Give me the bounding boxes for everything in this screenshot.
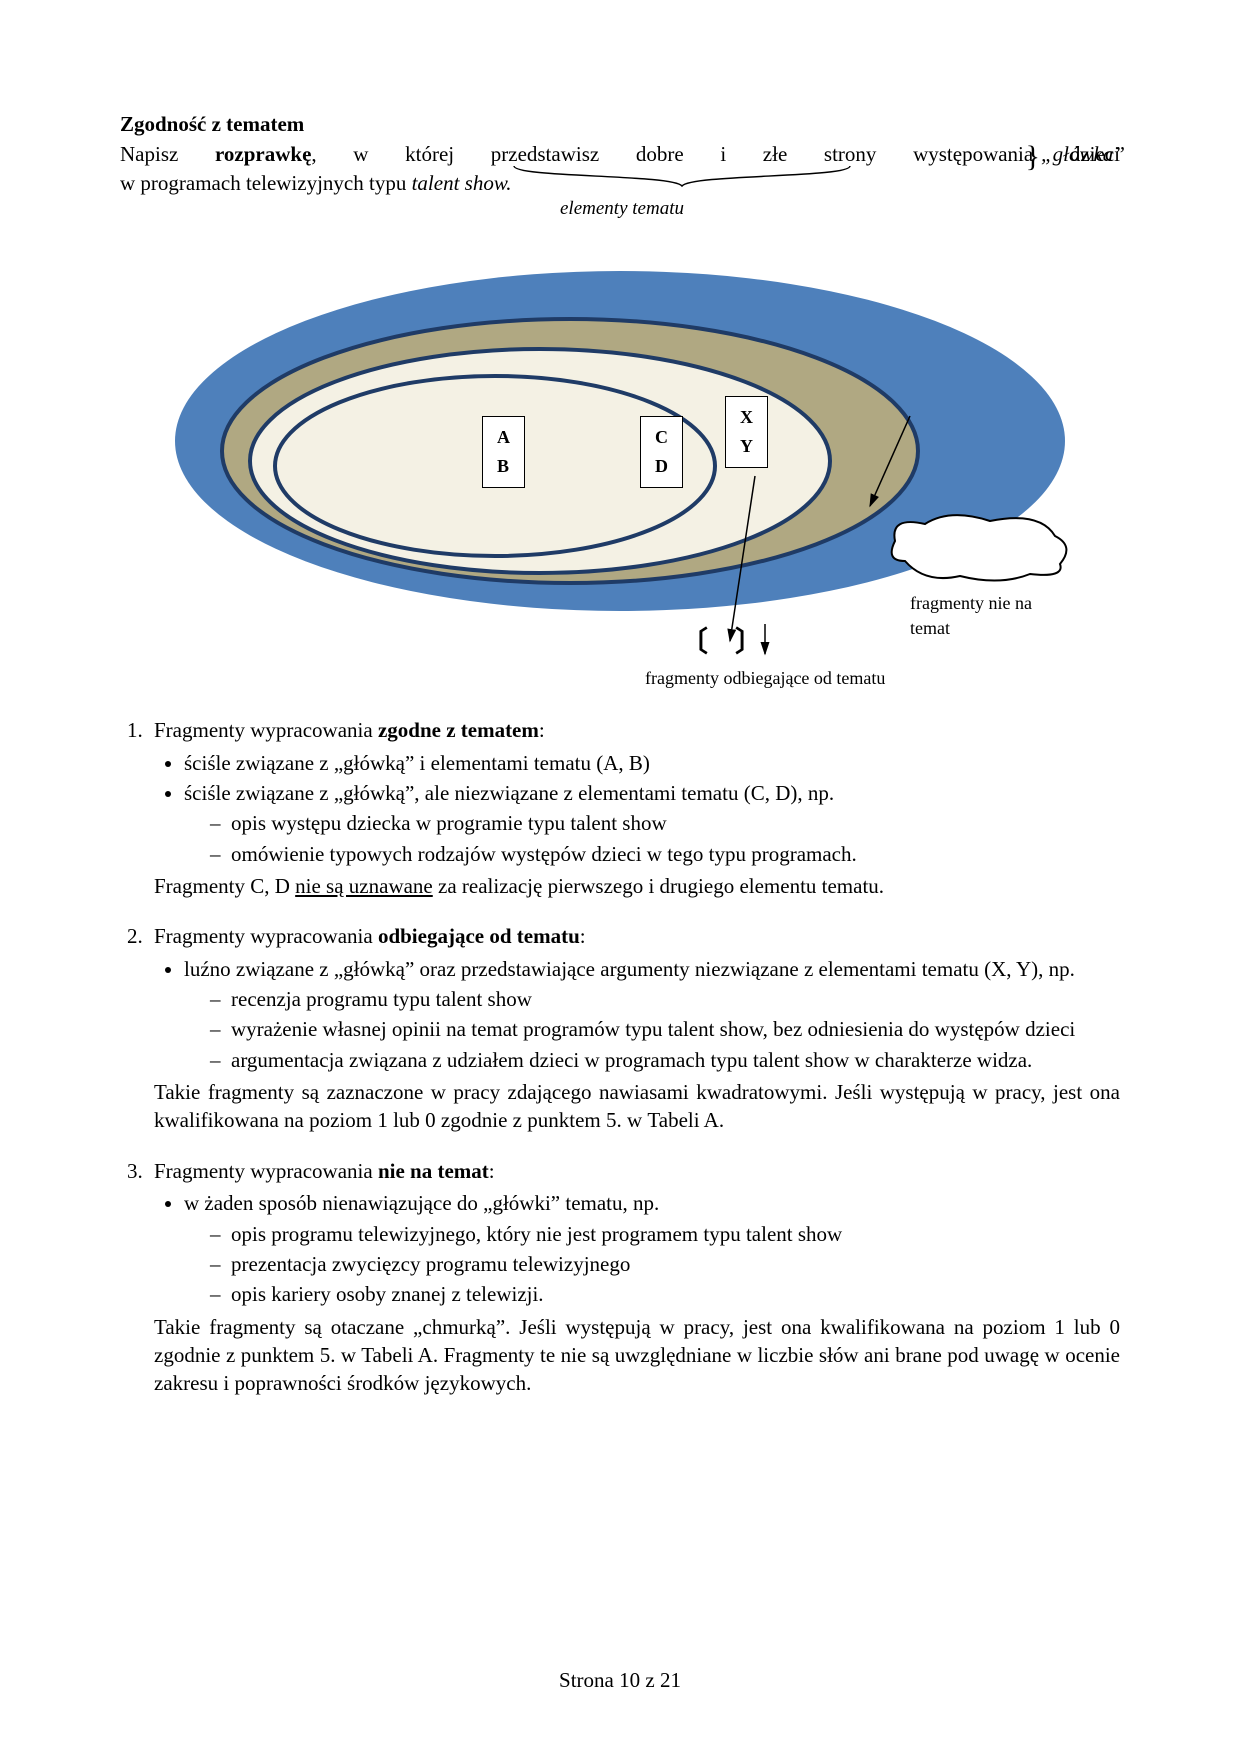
dash-item: omówienie typowych rodzajów występów dzi… [210,840,1120,868]
dash-item: opis występu dziecka w programie typu ta… [210,809,1120,837]
dash-item: opis kariery osoby znanej z telewizji. [210,1280,1120,1308]
box-xy: XY [725,396,768,468]
box-ab: AB [482,416,525,488]
prompt-block: Napisz rozprawkę, w której przedstawisz … [120,140,1120,226]
document-page: Zgodność z tematem Napisz rozprawkę, w k… [0,0,1240,1754]
numbered-list: Fragmenty wypracowania zgodne z tematem:… [120,716,1120,1397]
dash-item: opis programu telewizyjnego, który nie j… [210,1220,1120,1248]
underbrace-icon [512,164,852,190]
svg-text:〔: 〔 [680,625,708,658]
list-item-3: Fragmenty wypracowania nie na temat:w ża… [148,1157,1120,1398]
cap-odbieg: fragmenty odbiegające od tematu [645,666,885,690]
prompt-l2-pre: w programach telewizyjnych typu [120,171,412,195]
brace-right-icon: } [1026,137,1040,178]
bullet-item: luźno związane z „główką” oraz przedstaw… [184,955,1120,1074]
cap-nietemat: fragmenty nie natemat [910,591,1032,640]
prompt-l2-italic: talent show. [412,171,512,195]
venn-diagram: 〔〕 AB CD XY fragmenty odbiegające od temat… [120,266,1120,696]
svg-text:〕: 〕 [735,625,763,658]
elementy-tematu-label: elementy tematu [560,196,684,222]
bullet-item: ściśle związane z „główką” i elementami … [184,749,1120,777]
section-heading: Zgodność z tematem [120,110,1120,138]
box-cd: CD [640,416,683,488]
dash-item: argumentacja związana z udziałem dzieci … [210,1046,1120,1074]
prompt-l1-bold: rozprawkę [215,142,311,166]
dash-item: prezentacja zwycięzcy programu telewizyj… [210,1250,1120,1278]
bullet-item: w żaden sposób nienawiązujące do „główki… [184,1189,1120,1308]
page-footer: Strona 10 z 21 [0,1666,1240,1694]
prompt-l1-post: , w której przedstawisz dobre i złe stro… [311,142,1120,166]
prompt-l1-pre: Napisz [120,142,215,166]
dash-item: recenzja programu typu talent show [210,985,1120,1013]
bullet-item: ściśle związane z „główką”, ale niezwiąz… [184,779,1120,868]
list-item-1: Fragmenty wypracowania zgodne z tematem:… [148,716,1120,900]
glowka-annotation: „główka” [1041,140,1125,168]
list-item-2: Fragmenty wypracowania odbiegające od te… [148,922,1120,1134]
dash-item: wyrażenie własnej opinii na temat progra… [210,1015,1120,1043]
